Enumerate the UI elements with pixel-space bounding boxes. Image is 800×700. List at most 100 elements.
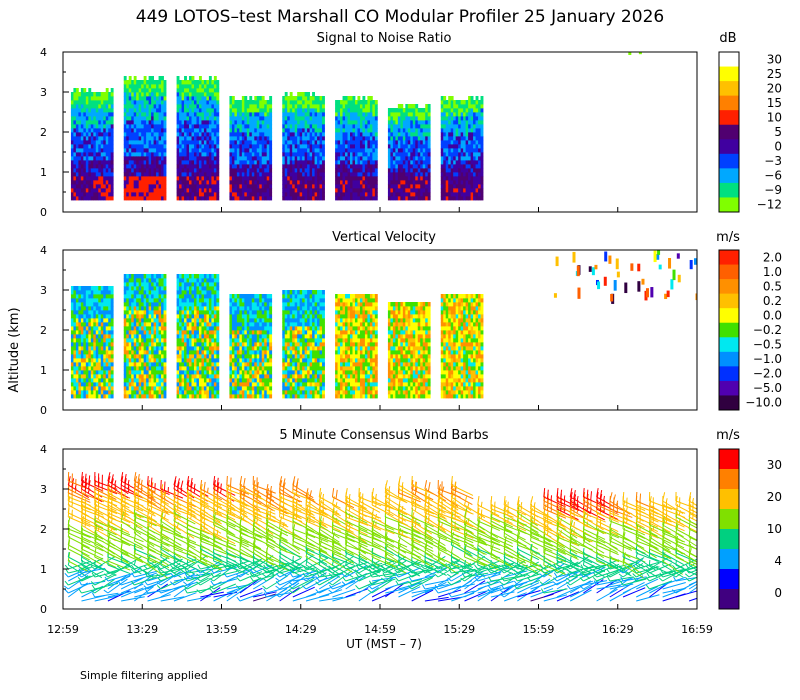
snr-cell — [158, 116, 162, 121]
velocity-cell — [184, 362, 187, 367]
snr-cell — [158, 184, 162, 189]
snr-cell — [342, 152, 346, 157]
snr-cell — [93, 160, 97, 165]
snr-cell — [345, 152, 348, 157]
velocity-cell — [181, 294, 185, 299]
velocity-cell — [131, 350, 135, 355]
velocity-cell — [100, 350, 104, 355]
snr-cell — [75, 192, 79, 197]
snr-cell — [440, 152, 444, 157]
snr-cell — [354, 112, 358, 117]
velocity-cell — [181, 306, 185, 311]
snr-cell — [251, 132, 255, 137]
velocity-cell — [141, 382, 145, 387]
snr-cell — [445, 172, 449, 177]
snr-cell — [176, 128, 180, 133]
snr-cell — [203, 96, 207, 101]
snr-cell — [450, 156, 454, 161]
velocity-cell — [73, 298, 77, 303]
velocity-cell — [141, 302, 145, 307]
snr-cell — [193, 188, 197, 193]
velocity-cell — [189, 378, 192, 383]
velocity-cell — [103, 354, 107, 359]
velocity-cell — [141, 366, 145, 371]
y-tick-label: 2 — [40, 126, 47, 139]
snr-cell — [417, 152, 421, 157]
snr-cell — [420, 144, 424, 149]
velocity-cell — [148, 318, 152, 323]
snr-cell — [415, 112, 419, 117]
snr-cell — [128, 120, 132, 125]
snr-cell — [282, 192, 286, 197]
snr-cell — [163, 136, 167, 141]
velocity-cell — [88, 322, 92, 327]
snr-cell — [407, 136, 411, 141]
snr-cell — [203, 104, 207, 109]
snr-cell — [357, 144, 361, 149]
snr-cell — [458, 160, 462, 165]
snr-cell — [395, 120, 399, 125]
snr-cell — [340, 176, 343, 181]
snr-cell — [231, 132, 235, 137]
snr-cell — [390, 148, 394, 153]
snr-cell — [148, 148, 152, 153]
velocity-cell — [73, 326, 77, 331]
velocity-cell — [189, 350, 192, 355]
velocity-cell — [133, 358, 137, 363]
velocity-cell — [70, 374, 74, 379]
snr-cell — [98, 132, 102, 137]
velocity-cell — [163, 282, 167, 287]
snr-cell — [103, 184, 107, 189]
snr-cell — [181, 160, 185, 165]
snr-cell — [203, 168, 207, 173]
snr-cell — [213, 136, 217, 141]
snr-cell — [307, 152, 311, 157]
snr-cell — [88, 108, 92, 113]
velocity-cell — [98, 334, 102, 339]
snr-cell — [196, 132, 200, 137]
snr-cell — [473, 196, 476, 201]
snr-cell — [186, 188, 190, 193]
snr-cell — [131, 144, 135, 149]
snr-cell — [146, 88, 150, 93]
snr-cell — [362, 160, 366, 165]
snr-cell — [390, 176, 394, 181]
snr-cell — [480, 148, 484, 153]
snr-cell — [425, 144, 429, 149]
velocity-cell — [85, 350, 89, 355]
snr-cell — [88, 144, 92, 149]
velocity-cell — [148, 358, 152, 363]
snr-cell — [372, 164, 376, 169]
snr-cell — [340, 168, 343, 173]
snr-cell — [88, 124, 92, 129]
velocity-cell — [148, 290, 152, 295]
snr-cell — [372, 168, 376, 173]
snr-cell — [302, 188, 306, 193]
snr-cell — [151, 112, 154, 117]
snr-cell — [297, 188, 301, 193]
snr-cell — [460, 108, 464, 113]
velocity-cell — [184, 354, 187, 359]
snr-cell — [395, 160, 399, 165]
snr-cell — [337, 112, 341, 117]
snr-cell — [402, 160, 406, 165]
snr-cell — [410, 172, 414, 177]
snr-cell — [156, 132, 159, 137]
velocity-cell — [133, 294, 137, 299]
velocity-cell — [123, 274, 127, 279]
snr-cell — [141, 88, 145, 93]
velocity-cell — [83, 378, 87, 383]
snr-cell — [213, 124, 217, 129]
snr-cell — [335, 144, 338, 149]
snr-cell — [191, 120, 195, 125]
snr-cell — [475, 100, 479, 105]
snr-cell — [78, 188, 82, 193]
snr-cell — [88, 136, 92, 141]
velocity-cell — [131, 386, 135, 391]
snr-cell — [234, 148, 238, 153]
snr-cell — [335, 120, 338, 125]
snr-cell — [304, 116, 308, 121]
velocity-cell — [163, 302, 167, 307]
snr-cell — [427, 180, 431, 185]
velocity-cell — [110, 342, 114, 347]
